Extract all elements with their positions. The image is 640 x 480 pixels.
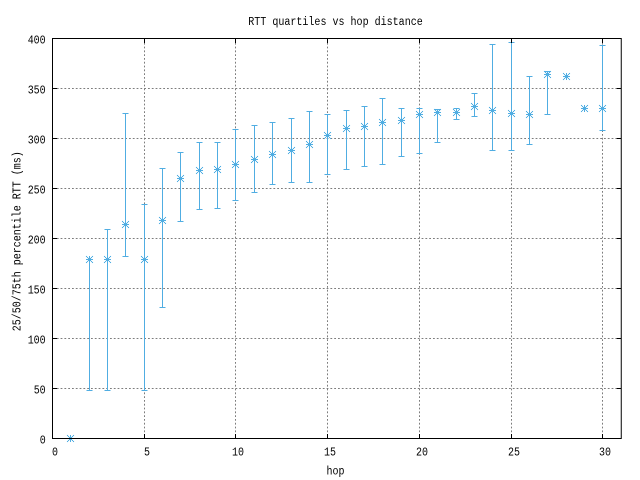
svg-text:20: 20 bbox=[416, 447, 428, 460]
svg-text:200: 200 bbox=[28, 235, 46, 248]
svg-text:0: 0 bbox=[40, 435, 46, 448]
svg-text:30: 30 bbox=[599, 447, 611, 460]
svg-text:150: 150 bbox=[28, 285, 46, 298]
svg-text:50: 50 bbox=[34, 385, 46, 398]
svg-text:250: 250 bbox=[28, 185, 46, 198]
svg-text:25: 25 bbox=[508, 447, 520, 460]
svg-text:300: 300 bbox=[28, 135, 46, 148]
svg-text:0: 0 bbox=[52, 447, 58, 460]
svg-text:hop: hop bbox=[327, 466, 345, 479]
svg-text:15: 15 bbox=[324, 447, 336, 460]
svg-text:100: 100 bbox=[28, 335, 46, 348]
svg-text:25/50/75th percentile RTT (ms): 25/50/75th percentile RTT (ms) bbox=[11, 151, 24, 331]
svg-text:RTT quartiles vs hop distance: RTT quartiles vs hop distance bbox=[248, 16, 423, 29]
svg-text:400: 400 bbox=[28, 35, 46, 48]
svg-text:10: 10 bbox=[232, 447, 244, 460]
svg-text:350: 350 bbox=[28, 85, 46, 98]
svg-text:5: 5 bbox=[144, 447, 150, 460]
